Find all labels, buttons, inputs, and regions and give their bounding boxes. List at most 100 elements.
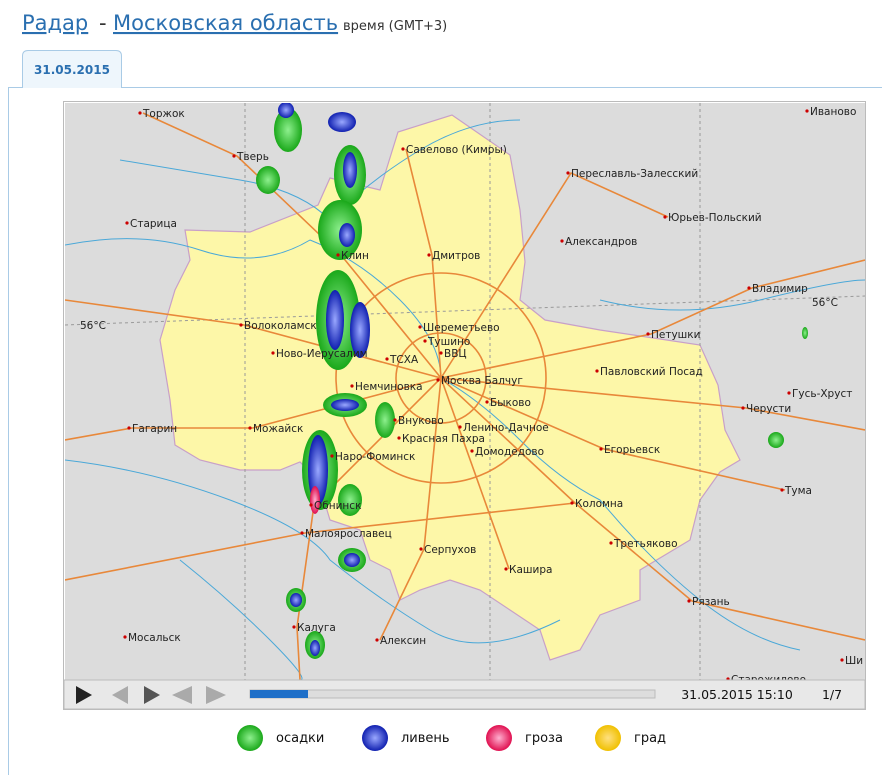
city-dot <box>485 400 488 403</box>
radar-echo <box>310 640 320 656</box>
progress-fill <box>250 690 308 698</box>
city-dot <box>125 221 128 224</box>
tab-label[interactable]: 31.05.2015 <box>34 63 110 77</box>
legend-label: осадки <box>276 731 324 746</box>
player: 31.05.2015 15:10 1/7 <box>64 680 865 709</box>
city-dot <box>560 239 563 242</box>
radar-echo <box>278 102 294 118</box>
radar-echo <box>326 290 344 350</box>
city-label: Старица <box>130 218 177 230</box>
city-label: Савелово (Кимры) <box>406 144 507 156</box>
legend-label: град <box>634 731 666 746</box>
city-dot <box>595 369 598 372</box>
city-dot <box>127 426 130 429</box>
city-label: Калуга <box>297 622 336 634</box>
city-label: Гагарин <box>132 423 177 435</box>
city-dot <box>504 567 507 570</box>
city-dot <box>419 547 422 550</box>
city-label: Гусь-Хруст <box>792 388 852 400</box>
city-dot <box>663 215 666 218</box>
radar-echo <box>344 553 360 567</box>
city-label: Малоярославец <box>305 528 392 540</box>
city-dot <box>609 541 612 544</box>
city-dot <box>397 436 400 439</box>
city-dot <box>336 253 339 256</box>
timestamp: 31.05.2015 15:10 <box>681 687 793 702</box>
city-label: Серпухов <box>424 544 476 556</box>
city-dot <box>599 447 602 450</box>
city-label: Ново-Иерусалим <box>276 348 368 360</box>
city-label: Немчиновка <box>355 381 423 393</box>
city-label: Переславль-Залесский <box>571 168 698 180</box>
city-dot <box>418 325 421 328</box>
city-dot <box>300 531 303 534</box>
city-label: Внуково <box>398 415 444 427</box>
city-dot <box>423 339 426 342</box>
city-dot <box>805 109 808 112</box>
city-dot <box>239 323 242 326</box>
city-dot <box>840 658 843 661</box>
city-dot <box>458 425 461 428</box>
city-dot <box>687 599 690 602</box>
city-label: Шереметьево <box>423 322 500 334</box>
radar-echo <box>331 399 359 411</box>
city-dot <box>436 378 439 381</box>
city-dot <box>470 449 473 452</box>
legend-swatch <box>237 725 263 751</box>
city-label: Рязань <box>692 596 730 608</box>
city-label: 56°С <box>812 297 838 309</box>
city-label: Волоколамск <box>244 320 317 332</box>
legend-swatch <box>362 725 388 751</box>
city-dot <box>393 418 396 421</box>
city-dot <box>248 426 251 429</box>
city-label: Егорьевск <box>604 444 660 456</box>
radar-echo <box>802 327 808 339</box>
city-dot <box>309 503 312 506</box>
city-label: ТСХА <box>389 354 419 366</box>
city-dot <box>385 357 388 360</box>
city-label: Быково <box>490 397 531 409</box>
city-dot <box>780 488 783 491</box>
city-label: Можайск <box>253 423 303 435</box>
city-label: Домодедово <box>475 446 544 458</box>
city-label: Мосальск <box>128 632 181 644</box>
city-label: Дмитров <box>432 250 480 262</box>
city-label: Черусти <box>746 403 791 415</box>
city-dot <box>570 501 573 504</box>
radar-echo <box>328 112 356 132</box>
progress-track[interactable] <box>250 690 655 698</box>
city-label: ВВЦ <box>444 348 467 360</box>
city-dot <box>292 625 295 628</box>
time-zone: время (GMT+3) <box>343 19 447 34</box>
city-dot <box>350 384 353 387</box>
city-label: Москва Балчуг <box>441 375 523 387</box>
city-dot <box>439 351 442 354</box>
radar-link[interactable]: Радар <box>22 11 88 35</box>
city-label: Павловский Посад <box>600 366 703 378</box>
city-dot <box>741 406 744 409</box>
city-label: Иваново <box>810 106 856 118</box>
legend-label: ливень <box>401 731 450 746</box>
city-dot <box>427 253 430 256</box>
city-dot <box>646 332 649 335</box>
city-label: Кашира <box>509 564 552 576</box>
region-link[interactable]: Московская область <box>113 11 338 35</box>
city-label: Тушино <box>427 336 470 348</box>
city-label: Торжок <box>142 108 185 120</box>
city-label: Коломна <box>575 498 623 510</box>
legend-label: гроза <box>525 731 563 746</box>
city-label: Тума <box>784 485 812 497</box>
city-label: Красная Пахра <box>402 433 485 445</box>
radar-echo <box>256 166 280 194</box>
frame-counter: 1/7 <box>822 687 842 702</box>
radar-echo <box>339 223 355 247</box>
city-label: Петушки <box>651 329 700 341</box>
city-dot <box>566 171 569 174</box>
city-dot <box>138 111 141 114</box>
city-label: Клин <box>341 250 369 262</box>
city-label: Александров <box>565 236 637 248</box>
city-dot <box>401 147 404 150</box>
city-dot <box>375 638 378 641</box>
